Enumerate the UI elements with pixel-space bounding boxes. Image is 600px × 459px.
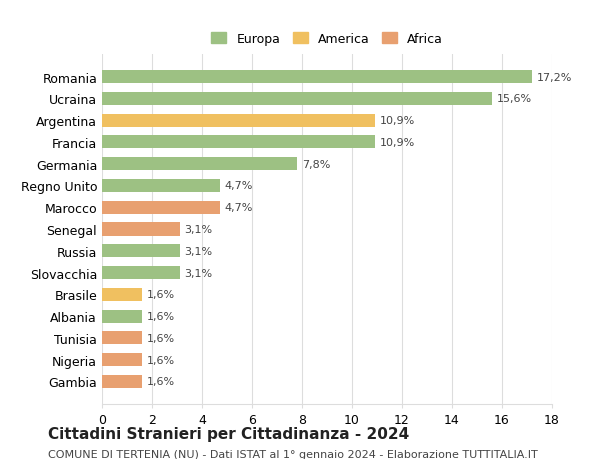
Text: 3,1%: 3,1% [185,268,212,278]
Bar [102,71,532,84]
Text: COMUNE DI TERTENIA (NU) - Dati ISTAT al 1° gennaio 2024 - Elaborazione TUTTITALI: COMUNE DI TERTENIA (NU) - Dati ISTAT al … [48,449,538,459]
Text: 7,8%: 7,8% [302,159,331,169]
Bar [102,353,142,366]
Text: 15,6%: 15,6% [497,94,532,104]
Text: 1,6%: 1,6% [147,376,175,386]
Bar [102,288,142,301]
Bar [102,136,374,149]
Bar [102,158,297,171]
Bar [102,331,142,345]
Text: Cittadini Stranieri per Cittadinanza - 2024: Cittadini Stranieri per Cittadinanza - 2… [48,425,409,441]
Bar [102,266,179,280]
Text: 3,1%: 3,1% [185,246,212,256]
Text: 10,9%: 10,9% [380,116,415,126]
Legend: Europa, America, Africa: Europa, America, Africa [205,27,449,52]
Text: 4,7%: 4,7% [224,181,253,191]
Bar [102,310,142,323]
Bar [102,179,220,193]
Bar [102,223,179,236]
Text: 4,7%: 4,7% [224,203,253,213]
Text: 10,9%: 10,9% [380,138,415,148]
Bar [102,93,492,106]
Bar [102,114,374,128]
Text: 3,1%: 3,1% [185,224,212,235]
Text: 1,6%: 1,6% [147,290,175,300]
Text: 1,6%: 1,6% [147,311,175,321]
Bar [102,375,142,388]
Bar [102,201,220,214]
Bar [102,245,179,258]
Text: 17,2%: 17,2% [537,73,572,83]
Text: 1,6%: 1,6% [147,355,175,365]
Text: 1,6%: 1,6% [147,333,175,343]
